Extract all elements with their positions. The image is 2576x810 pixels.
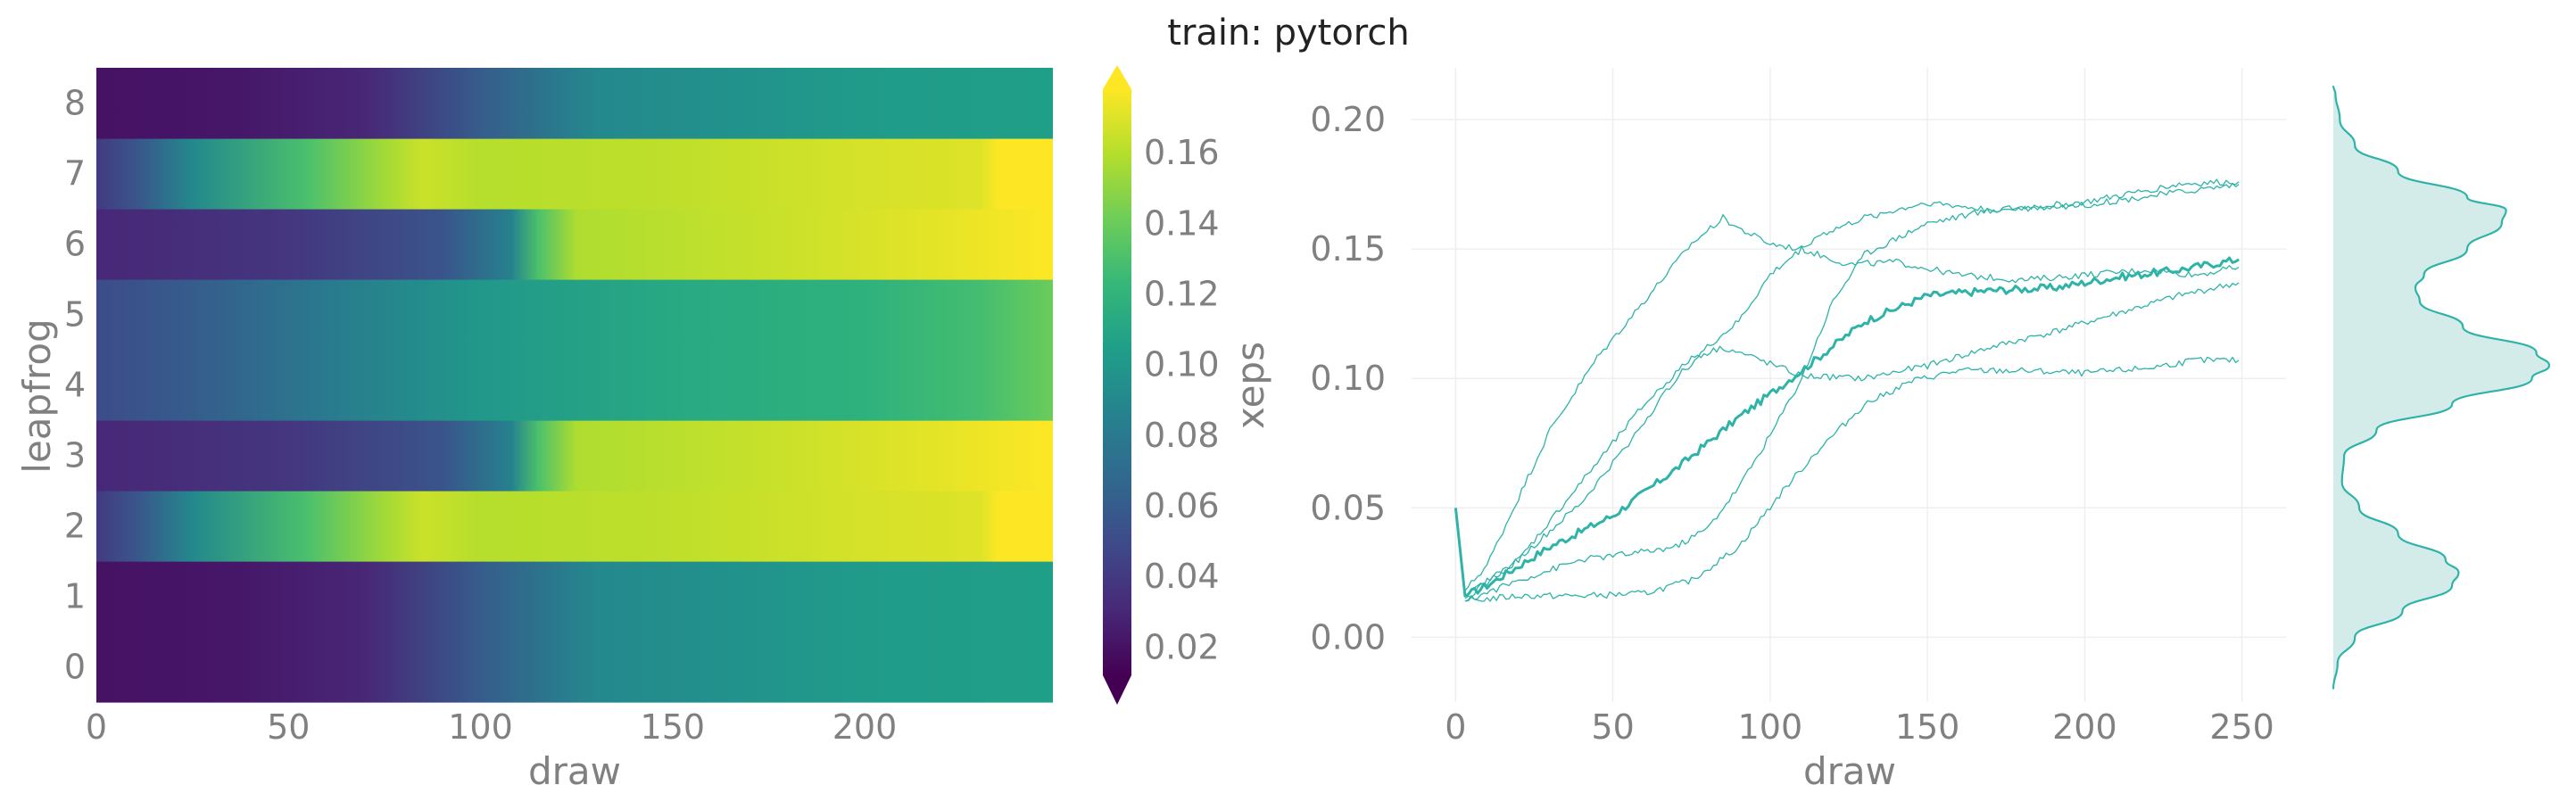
trace-line-draw-e bbox=[1464, 178, 2240, 599]
heatmap-y-tick: 5 bbox=[64, 295, 86, 335]
figure-title: train: pytorch bbox=[1167, 12, 1409, 54]
trace-line-draw-d bbox=[1464, 356, 2240, 602]
trace-line-draw-b bbox=[1464, 282, 2240, 597]
trace-x-tick: 250 bbox=[2209, 707, 2274, 747]
colorbar: 0.02 0.04 0.06 0.08 0.10 0.12 0.14 0.16 xeps bbox=[1103, 65, 1272, 705]
trace-y-tick: 0.05 bbox=[1310, 488, 1386, 527]
heatmap-rows bbox=[96, 68, 1053, 703]
colorbar-tick: 0.10 bbox=[1144, 345, 1220, 384]
heatmap-row-leapfrog-1 bbox=[96, 561, 1053, 632]
colorbar-extend-max-arrow bbox=[1103, 65, 1131, 89]
trace-grid bbox=[1412, 68, 2286, 702]
heatmap-y-tick: 1 bbox=[64, 577, 86, 616]
trace-line-draw-c bbox=[1464, 182, 2240, 602]
heatmap-panel: 0 50 100 150 200 0 1 2 3 4 5 6 7 8 draw leapfrog bbox=[15, 68, 1053, 793]
heatmap-y-tick: 4 bbox=[64, 366, 86, 405]
colorbar-tick: 0.02 bbox=[1144, 627, 1220, 666]
trace-x-ticks: 0 50 100 150 200 250 bbox=[1445, 707, 2274, 747]
heatmap-row-leapfrog-4 bbox=[96, 350, 1053, 421]
trace-x-axis-label: draw bbox=[1803, 749, 1896, 793]
colorbar-ticks: 0.02 0.04 0.06 0.08 0.10 0.12 0.14 0.16 bbox=[1144, 133, 1220, 666]
density-curve bbox=[2332, 86, 2551, 690]
colorbar-tick: 0.12 bbox=[1144, 275, 1220, 314]
heatmap-y-axis-label: leapfrog bbox=[15, 318, 59, 473]
colorbar-tick: 0.16 bbox=[1144, 133, 1220, 172]
heatmap-y-tick: 2 bbox=[64, 507, 86, 546]
colorbar-tick: 0.06 bbox=[1144, 486, 1220, 525]
heatmap-y-tick: 0 bbox=[64, 648, 86, 687]
colorbar-tick: 0.08 bbox=[1144, 416, 1220, 455]
density-plot bbox=[2332, 86, 2551, 690]
heatmap-x-axis-label: draw bbox=[528, 749, 621, 793]
trace-x-tick: 150 bbox=[1895, 707, 1960, 747]
trace-line-mean bbox=[1454, 256, 2240, 598]
heatmap-x-tick: 0 bbox=[86, 707, 107, 747]
heatmap-row-leapfrog-6 bbox=[96, 209, 1053, 280]
trace-x-tick: 50 bbox=[1591, 707, 1634, 747]
heatmap-y-ticks: 0 1 2 3 4 5 6 7 8 bbox=[64, 84, 86, 687]
trace-panel: 0 50 100 150 200 250 0.00 0.05 0.10 0.15 0.20 dra… bbox=[1310, 68, 2551, 793]
heatmap-row-leapfrog-5 bbox=[96, 279, 1053, 351]
trace-y-tick: 0.00 bbox=[1310, 617, 1386, 657]
heatmap-y-tick: 8 bbox=[64, 84, 86, 123]
heatmap-row-leapfrog-3 bbox=[96, 420, 1053, 492]
trace-y-tick: 0.20 bbox=[1310, 100, 1386, 139]
colorbar-tick: 0.04 bbox=[1144, 557, 1220, 596]
heatmap-row-leapfrog-8 bbox=[96, 68, 1053, 139]
colorbar-tick: 0.14 bbox=[1144, 203, 1220, 243]
heatmap-row-leapfrog-7 bbox=[96, 138, 1053, 210]
trace-x-tick: 0 bbox=[1445, 707, 1466, 747]
trace-x-tick: 200 bbox=[2052, 707, 2117, 747]
heatmap-x-tick: 150 bbox=[641, 707, 706, 747]
heatmap-x-tick: 200 bbox=[832, 707, 898, 747]
heatmap-row-leapfrog-0 bbox=[96, 632, 1053, 703]
heatmap-x-tick: 50 bbox=[267, 707, 310, 747]
trace-line-draw-a bbox=[1464, 214, 2240, 591]
trace-lines bbox=[1454, 178, 2240, 602]
heatmap-row-leapfrog-2 bbox=[96, 491, 1053, 562]
heatmap-x-ticks: 0 50 100 150 200 bbox=[86, 707, 897, 747]
trace-y-ticks: 0.00 0.05 0.10 0.15 0.20 bbox=[1310, 100, 1386, 657]
heatmap-y-tick: 6 bbox=[64, 225, 86, 264]
colorbar-gradient bbox=[1103, 89, 1131, 675]
trace-y-tick: 0.15 bbox=[1310, 229, 1386, 269]
colorbar-label: xeps bbox=[1229, 342, 1272, 429]
heatmap-y-tick: 3 bbox=[64, 436, 86, 475]
colorbar-extend-min-arrow bbox=[1103, 675, 1131, 705]
density-fill bbox=[2333, 86, 2549, 690]
trace-y-tick: 0.10 bbox=[1310, 359, 1386, 398]
heatmap-y-tick: 7 bbox=[64, 154, 86, 194]
trace-x-tick: 100 bbox=[1738, 707, 1803, 747]
heatmap-x-tick: 100 bbox=[448, 707, 513, 747]
